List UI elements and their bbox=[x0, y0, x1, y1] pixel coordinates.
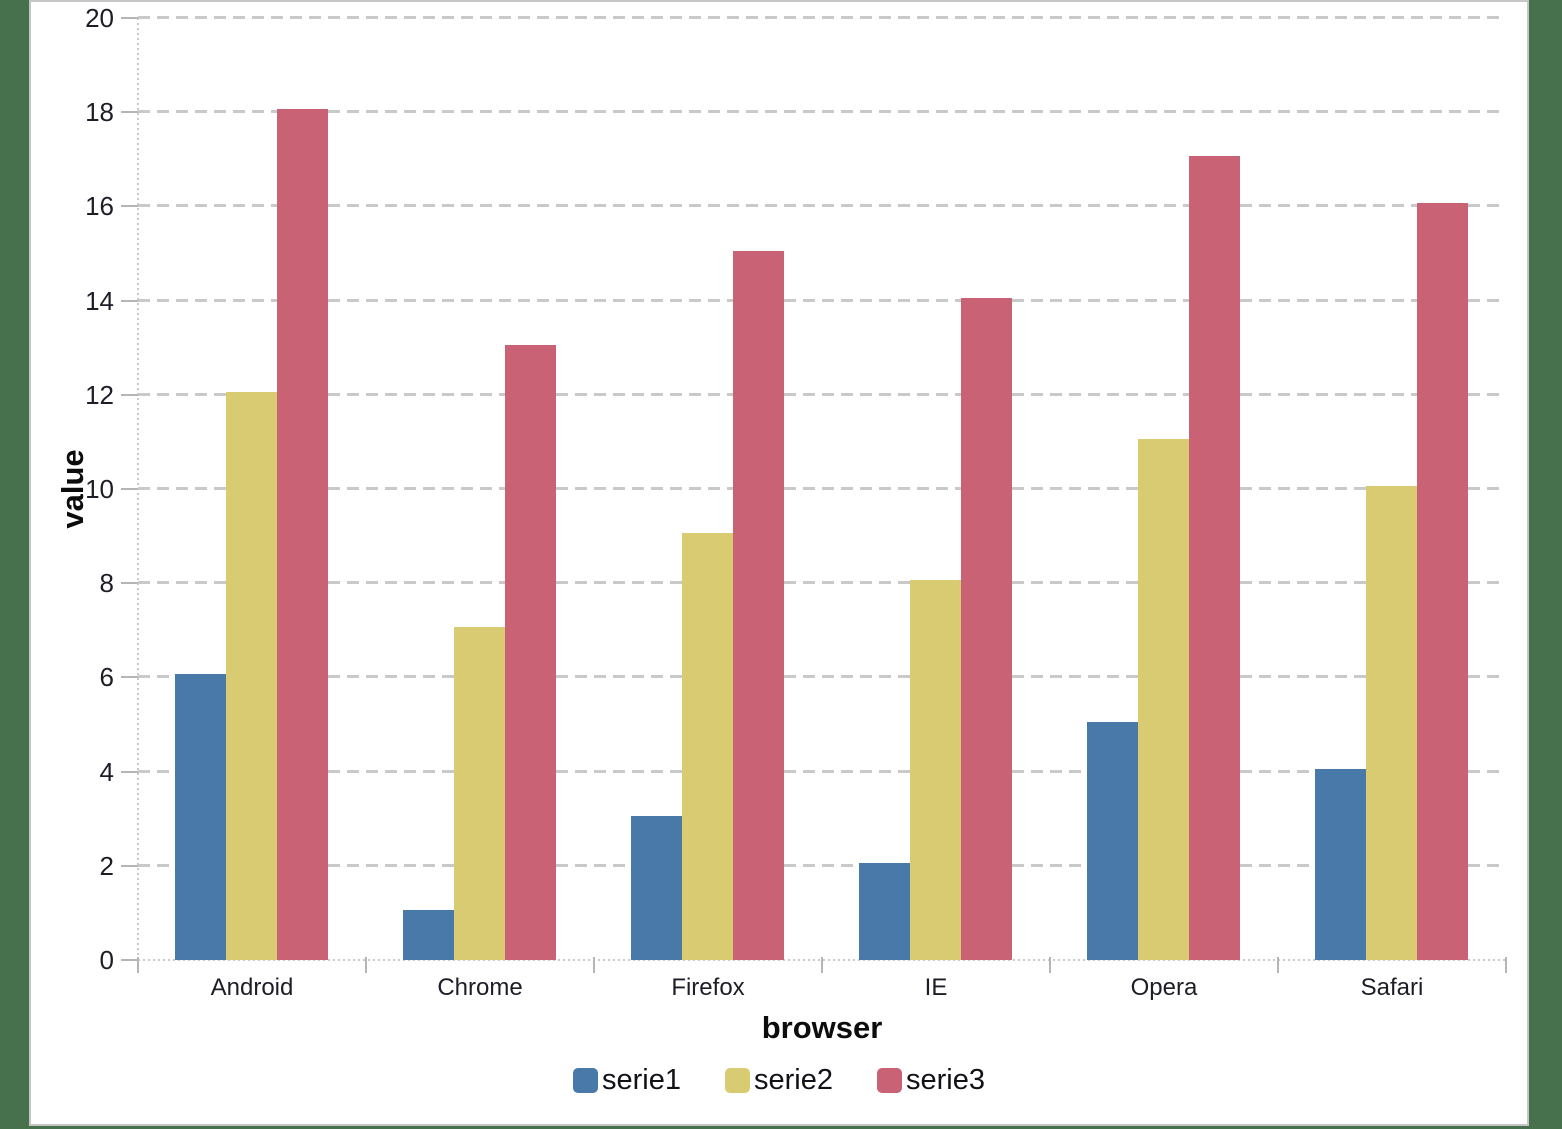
x-tick bbox=[365, 957, 367, 973]
bar-serie2-ie bbox=[910, 580, 961, 960]
y-axis-title: value bbox=[55, 449, 90, 529]
y-tick bbox=[121, 488, 138, 490]
y-tick-label: 14 bbox=[85, 285, 114, 316]
y-tick bbox=[121, 205, 138, 208]
x-category-label-firefox: Firefox bbox=[671, 974, 745, 1001]
y-tick bbox=[121, 864, 138, 867]
bar-serie2-opera bbox=[1138, 438, 1189, 960]
legend-label-serie2: serie2 bbox=[754, 1064, 833, 1096]
bar-serie1-android bbox=[175, 674, 226, 960]
x-category-label-ie: IE bbox=[924, 974, 948, 1001]
legend-label-serie1: serie1 bbox=[602, 1064, 681, 1096]
legend-swatch-serie3 bbox=[877, 1068, 902, 1093]
x-tick bbox=[821, 957, 823, 973]
plot-area bbox=[121, 16, 1507, 973]
legend-swatch-serie2 bbox=[725, 1068, 750, 1093]
y-tick-label: 12 bbox=[85, 379, 114, 410]
gridline-12 bbox=[138, 392, 1506, 396]
bar-serie1-firefox bbox=[631, 815, 682, 960]
y-tick-label: 8 bbox=[99, 568, 114, 599]
gridline-20 bbox=[138, 16, 1506, 19]
y-tick-label: 16 bbox=[85, 191, 114, 222]
y-tick bbox=[121, 582, 138, 585]
bar-serie3-android bbox=[277, 109, 328, 960]
y-tick bbox=[121, 17, 138, 19]
y-tick bbox=[121, 393, 138, 396]
bar-serie2-firefox bbox=[682, 533, 733, 960]
legend-label-serie3: serie3 bbox=[906, 1064, 985, 1096]
x-category-label-safari: Safari bbox=[1360, 974, 1424, 1001]
x-category-label-chrome: Chrome bbox=[437, 974, 523, 1001]
bar-serie3-opera bbox=[1189, 156, 1240, 960]
legend-item-serie1: serie1 bbox=[573, 1064, 681, 1097]
bar-serie1-chrome bbox=[403, 909, 454, 960]
y-tick bbox=[121, 299, 138, 302]
gridline-14 bbox=[138, 298, 1506, 302]
legend: serie1 serie2 serie3 bbox=[31, 1064, 1527, 1097]
bar-serie1-ie bbox=[859, 862, 910, 960]
y-tick bbox=[121, 770, 138, 773]
gridline-18 bbox=[138, 110, 1506, 114]
bar-serie3-ie bbox=[961, 297, 1012, 960]
gridline-4 bbox=[138, 769, 1506, 773]
y-tick-label: 2 bbox=[99, 850, 114, 881]
y-tick-label: 20 bbox=[85, 3, 114, 33]
y-tick bbox=[121, 111, 138, 114]
y-tick bbox=[121, 959, 138, 961]
legend-item-serie2: serie2 bbox=[725, 1064, 833, 1097]
y-tick-label: 6 bbox=[99, 662, 114, 693]
bar-serie2-android bbox=[226, 391, 277, 960]
bar-serie3-safari bbox=[1417, 203, 1468, 960]
legend-swatch-serie1 bbox=[573, 1068, 598, 1093]
bar-serie2-chrome bbox=[454, 627, 505, 960]
gridline-6 bbox=[138, 675, 1506, 679]
x-tick bbox=[1505, 957, 1507, 973]
x-category-label-opera: Opera bbox=[1130, 974, 1198, 1001]
bar-serie1-safari bbox=[1315, 768, 1366, 960]
legend-item-serie3: serie3 bbox=[877, 1064, 985, 1097]
x-tick bbox=[593, 957, 595, 973]
bar-serie3-chrome bbox=[505, 344, 556, 960]
bar-serie1-opera bbox=[1087, 721, 1138, 960]
x-tick bbox=[137, 957, 139, 973]
gridline-8 bbox=[138, 581, 1506, 585]
x-category-label-android: Android bbox=[210, 974, 294, 1001]
y-tick-label: 10 bbox=[85, 474, 114, 504]
chart-canvas: 0 2 4 6 8 10 12 14 16 18 20 Android Chrome Firefox IE… bbox=[29, 0, 1529, 1126]
gridline-2 bbox=[138, 863, 1506, 867]
y-tick-label: 18 bbox=[85, 97, 114, 128]
x-axis-title: browser bbox=[761, 1010, 883, 1045]
x-tick bbox=[1049, 957, 1051, 973]
bar-serie3-firefox bbox=[733, 250, 784, 960]
y-tick-label: 0 bbox=[99, 945, 114, 975]
x-tick bbox=[1277, 957, 1279, 973]
y-tick bbox=[121, 676, 138, 679]
y-tick-label: 4 bbox=[99, 756, 114, 787]
bar-serie2-safari bbox=[1366, 486, 1417, 960]
gridline-16 bbox=[138, 204, 1506, 208]
gridline-10 bbox=[138, 487, 1506, 490]
